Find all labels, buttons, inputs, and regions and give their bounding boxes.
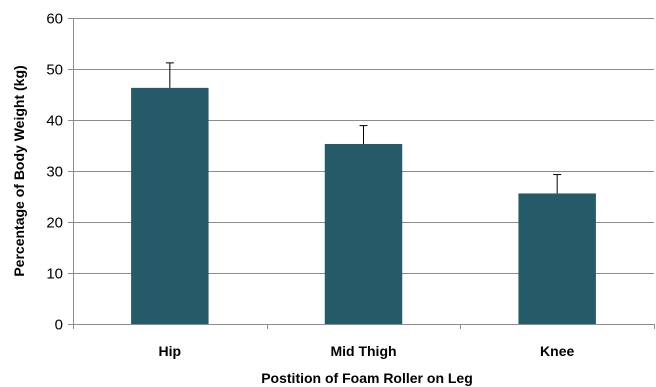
bar (324, 143, 403, 324)
bar (518, 193, 596, 324)
y-tick-label: 50 (46, 62, 63, 79)
x-category-label: Knee (540, 343, 574, 359)
x-category-label: Hip (159, 343, 182, 359)
bar (131, 87, 209, 325)
x-axis-title: Postition of Foam Roller on Leg (261, 370, 473, 386)
y-tick-label: 40 (46, 113, 63, 130)
x-category-labels: Hip Mid Thigh Knee (159, 343, 575, 359)
y-axis-title: Percentage of Body Weight (kg) (11, 65, 27, 276)
x-category-label: Mid Thigh (330, 343, 396, 359)
y-tick-label: 20 (46, 215, 63, 232)
y-tick-labels: 0 10 20 30 40 50 60 (46, 11, 63, 334)
error-bars (165, 62, 562, 194)
bars (131, 87, 596, 325)
y-tick-label: 30 (46, 164, 63, 181)
y-tick-label: 0 (55, 317, 63, 334)
y-tick-label: 10 (46, 266, 63, 283)
axes (73, 18, 655, 329)
y-tick-label: 60 (46, 11, 63, 28)
